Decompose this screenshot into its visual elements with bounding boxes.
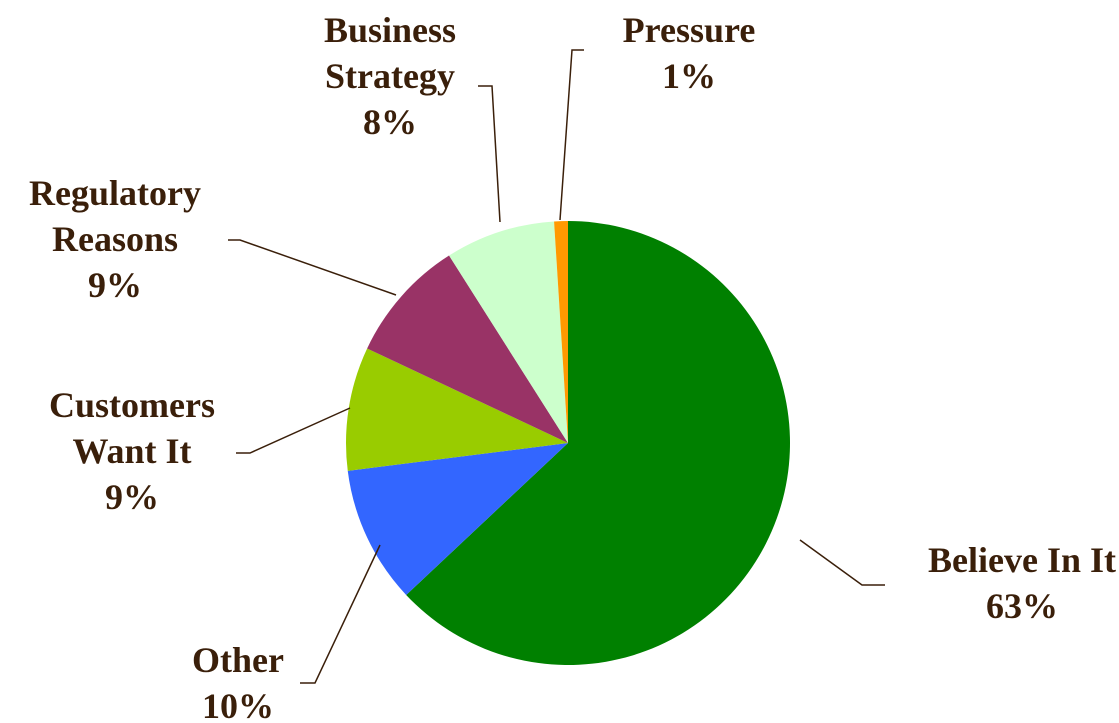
leader-line-other	[300, 544, 381, 684]
pie-slice-other	[347, 443, 568, 595]
slice-label-pressure: Pressure 1%	[623, 10, 756, 96]
leader-line-believe-in-it	[799, 539, 885, 586]
leader-line-business-strategy	[478, 85, 501, 223]
leader-lines-layer	[228, 49, 885, 684]
leader-line-regulatory-reasons	[228, 239, 397, 296]
slice-percent-label: 9%	[105, 477, 159, 517]
slice-name-label: Other	[192, 640, 284, 680]
slice-name-label: Want It	[72, 431, 191, 471]
slice-label-customers-want-it: Customers Want It 9%	[49, 385, 215, 517]
slice-percent-label: 63%	[986, 586, 1058, 626]
slice-name-label: Reasons	[52, 219, 178, 259]
pie-slice-pressure	[554, 221, 568, 443]
slice-percent-label: 8%	[363, 102, 417, 142]
slice-name-label: Regulatory	[29, 173, 201, 213]
pie-slice-business-strategy	[449, 221, 568, 443]
leader-line-customers-want-it	[236, 407, 351, 454]
slice-name-label: Business	[324, 10, 456, 50]
slice-percent-label: 1%	[662, 56, 716, 96]
labels-layer: Believe In It 63% Other 10% Customers Want It…	[29, 10, 1116, 723]
pie-slice-regulatory-reasons	[367, 255, 568, 443]
slice-label-regulatory-reasons: Regulatory Reasons 9%	[29, 173, 201, 305]
slice-name-label: Customers	[49, 385, 215, 425]
slice-percent-label: 10%	[202, 686, 274, 723]
pie-slice-customers-want-it	[346, 348, 568, 471]
slices-layer	[346, 221, 791, 666]
pie-slice-believe-in-it	[406, 221, 791, 666]
slice-name-label: Strategy	[325, 56, 455, 96]
slice-percent-label: 9%	[88, 265, 142, 305]
slice-name-label: Believe In It	[928, 540, 1116, 580]
slice-name-label: Pressure	[623, 10, 756, 50]
slice-label-business-strategy: Business Strategy 8%	[324, 10, 456, 142]
leader-line-pressure	[559, 49, 584, 221]
slice-label-other: Other 10%	[192, 640, 284, 723]
slice-label-believe-in-it: Believe In It 63%	[928, 540, 1116, 626]
